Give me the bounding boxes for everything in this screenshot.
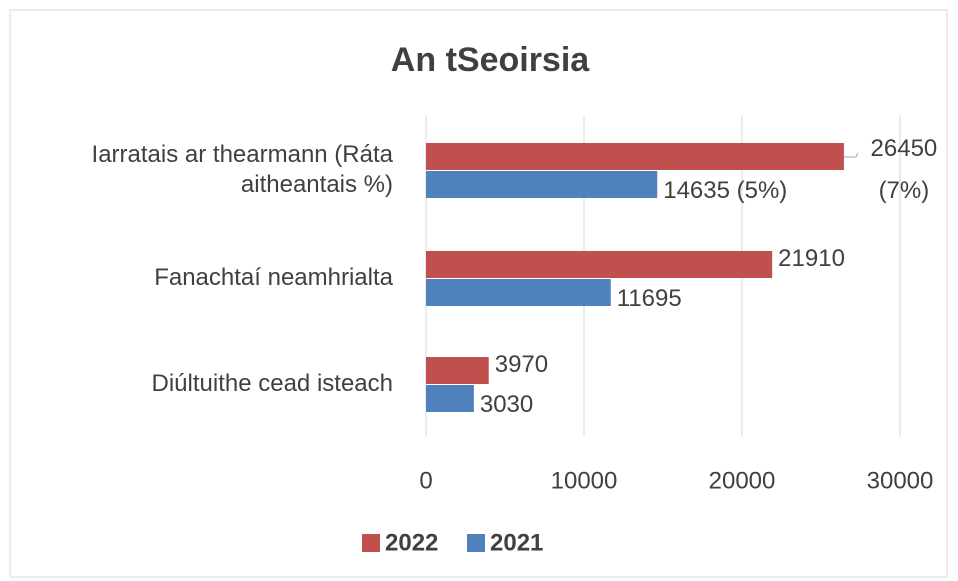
bar <box>426 251 773 278</box>
data-label: 11695 <box>616 284 682 312</box>
y-tick-label: Iarratais ar thearmann (Ráta aitheantais… <box>91 141 393 198</box>
chart-border <box>9 9 948 578</box>
leader-line <box>843 152 859 158</box>
data-label: 21910 <box>778 244 845 272</box>
chart-title: An tSeoirsia <box>391 41 590 79</box>
bar <box>426 279 611 306</box>
data-label: 3970 <box>494 350 549 378</box>
y-tick-label: Fanachtaí neamhrialta <box>154 264 393 291</box>
x-tick-label: 20000 <box>709 467 776 494</box>
bar <box>426 357 489 384</box>
y-tick-label: Diúltuithe cead isteach <box>151 370 393 397</box>
data-label: 14635 (5%) <box>663 176 788 204</box>
x-tick-label: 10000 <box>551 467 618 494</box>
bar <box>426 171 658 198</box>
x-tick-label: 0 <box>419 467 432 494</box>
x-tick-label: 30000 <box>867 467 934 494</box>
legend-swatch <box>467 534 485 552</box>
legend-swatch <box>362 534 380 552</box>
bar <box>426 143 844 170</box>
bar <box>426 385 474 412</box>
data-label: 3030 <box>479 390 534 418</box>
data-label: 26450 (7%) <box>870 135 938 204</box>
legend-label: 2022 <box>385 529 438 556</box>
legend-label: 2021 <box>490 529 543 556</box>
